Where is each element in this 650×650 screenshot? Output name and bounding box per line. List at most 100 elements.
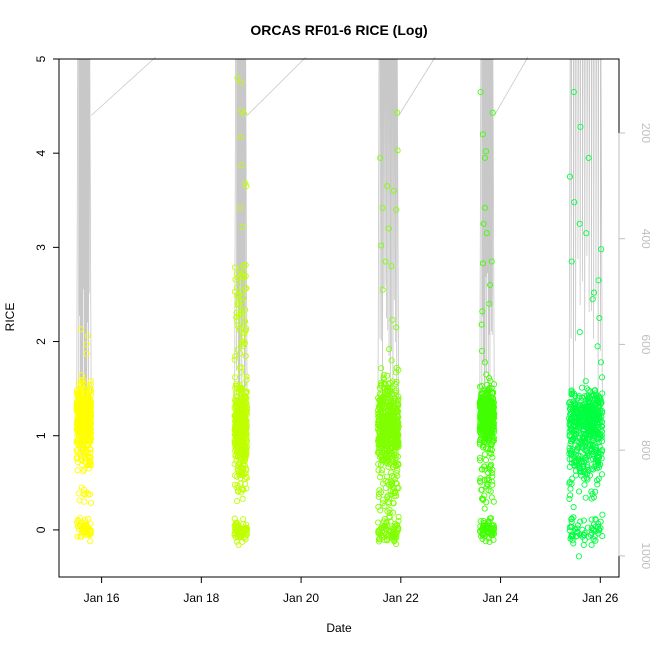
data-point [481,492,488,499]
data-point [568,411,575,418]
data-point [87,403,94,410]
data-point [237,79,245,86]
data-point [570,88,577,96]
data-point [82,434,89,441]
data-point [587,388,594,395]
data-point [588,541,595,549]
data-point [574,446,581,453]
data-point [81,491,88,498]
data-point [480,444,487,451]
data-point [233,497,241,505]
data-point [240,262,247,269]
data-point [242,447,249,454]
data-point [485,416,492,424]
x-tick-label: Jan 18 [183,591,219,605]
data-point [239,495,246,502]
data-point [82,421,89,428]
data-point [480,409,487,416]
data-point [236,460,243,467]
data-point [588,516,595,523]
data-point [490,434,497,441]
data-point [489,473,496,480]
data-point [74,467,81,474]
data-point [481,359,488,366]
data-point [376,417,383,424]
data-point [568,258,575,265]
data-point [385,463,392,470]
data-point [490,530,498,537]
altitude-trace [479,58,495,425]
data-point [85,515,92,522]
y-tick-label: 0 [34,526,48,533]
data-point [576,465,583,472]
data-point [242,353,249,360]
data-point [243,373,250,380]
data-point [375,519,382,526]
data-point [592,516,599,523]
data-point [599,533,606,540]
data-point [375,490,382,497]
data-point [594,450,601,457]
data-point [584,524,591,531]
data-point [485,432,492,439]
data-point [486,408,493,416]
altitude-tracks [76,56,603,455]
data-point [242,420,249,427]
data-point [395,517,402,525]
data-point [239,307,246,314]
data-point [77,414,84,422]
data-point [86,454,93,461]
data-point [240,516,247,523]
data-point [385,391,392,398]
data-point [77,380,84,387]
x-tick-label: Jan 26 [582,591,618,605]
data-point [487,488,494,495]
data-point [75,436,82,443]
data-point [483,520,490,528]
data-point [381,536,388,544]
y-tick-label: 1 [34,432,48,439]
data-point [488,450,495,457]
data-point [87,538,94,545]
data-point [78,445,85,452]
data-point [587,531,594,538]
data-point [388,455,395,462]
data-point [76,393,83,400]
data-point [240,338,247,345]
data-point [73,386,80,394]
data-point [482,456,490,464]
data-point [569,460,576,467]
data-point [595,277,602,284]
data-point [582,494,589,501]
data-point [576,220,583,227]
data-point [576,329,583,336]
data-point [572,407,579,414]
data-point [394,413,401,420]
data-point [571,199,578,206]
data-point [477,410,484,417]
data-point [582,454,589,461]
data-point [486,538,493,545]
data-point [489,412,496,420]
data-point [232,427,239,434]
y-tick-label: 3 [34,244,48,251]
data-point [84,430,92,437]
data-point [235,468,243,475]
data-point [566,173,574,180]
data-point [488,494,495,501]
series-points [231,74,251,549]
data-point [477,430,485,437]
data-point [238,162,245,169]
data-point [592,488,599,495]
data-point [79,462,86,469]
x-tick-label: Jan 24 [483,591,519,605]
data-point [477,457,484,464]
data-point [392,369,399,376]
transit-trace [90,56,156,116]
data-point [597,359,605,366]
data-point [394,109,401,116]
data-point [568,524,575,531]
data-point [240,413,247,420]
data-point [378,396,385,403]
